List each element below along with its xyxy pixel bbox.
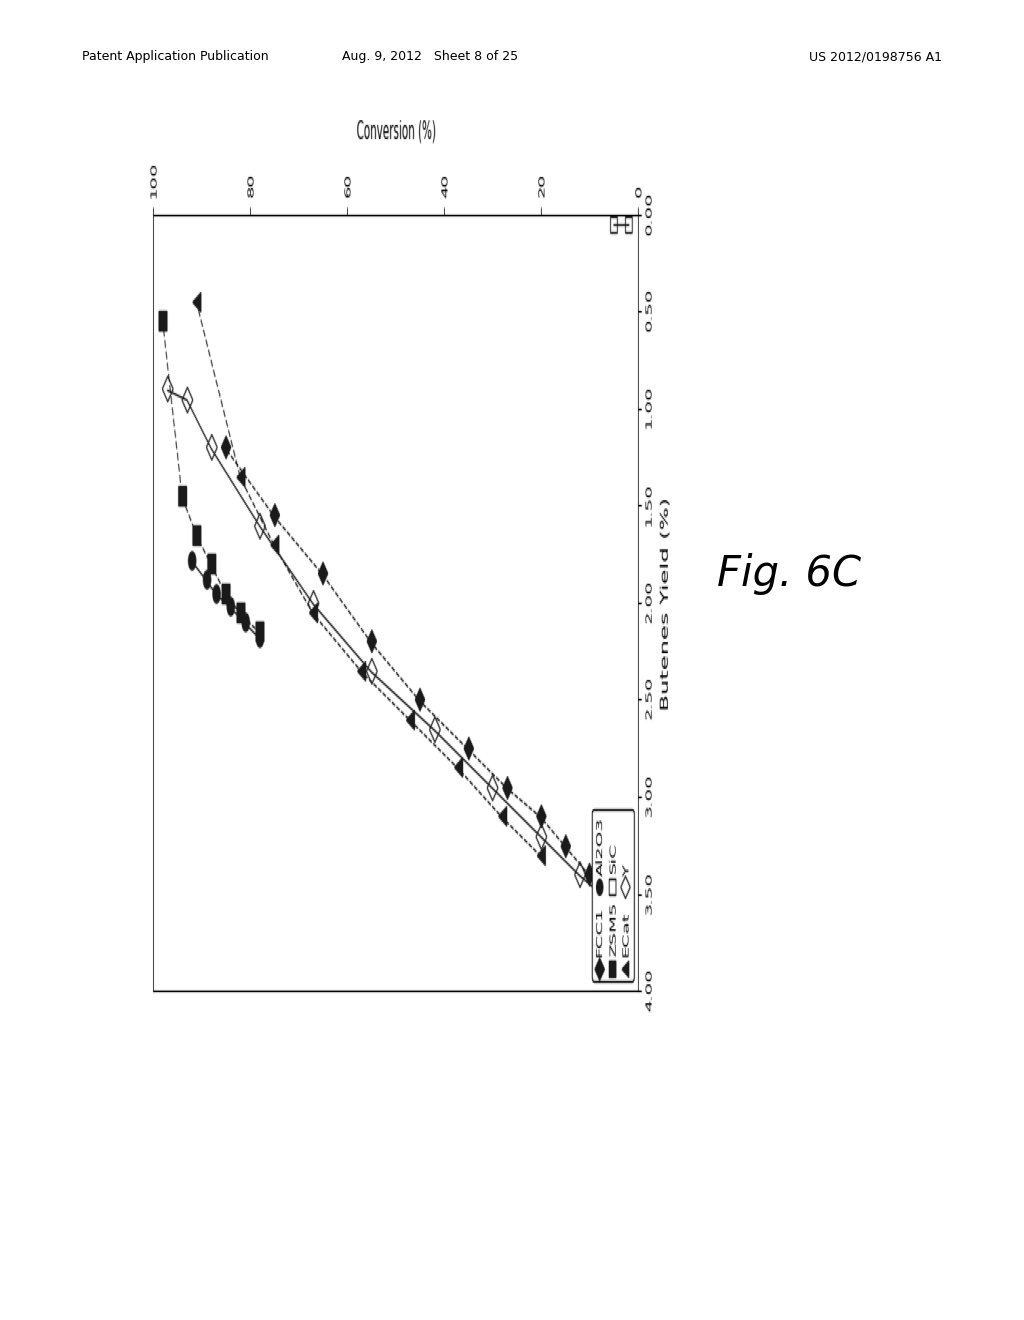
Text: Patent Application Publication: Patent Application Publication [82, 50, 268, 63]
Text: US 2012/0198756 A1: US 2012/0198756 A1 [809, 50, 942, 63]
Text: Aug. 9, 2012   Sheet 8 of 25: Aug. 9, 2012 Sheet 8 of 25 [342, 50, 518, 63]
Text: Fig. 6C: Fig. 6C [717, 553, 861, 595]
